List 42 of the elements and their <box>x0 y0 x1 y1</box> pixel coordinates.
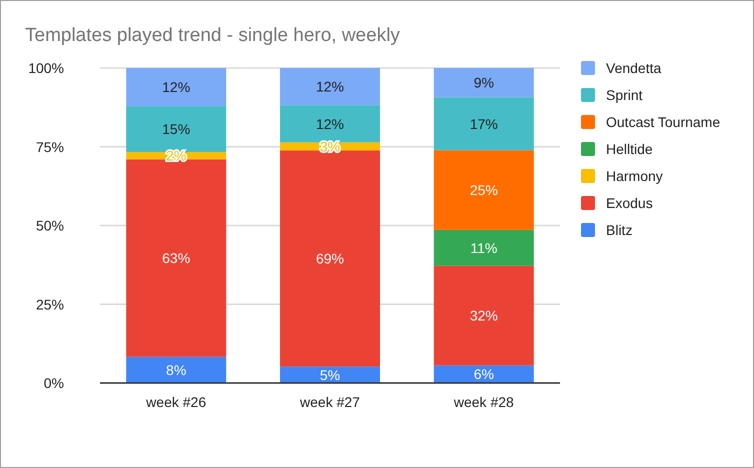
data-label: 25% <box>470 182 498 198</box>
data-label: 32% <box>470 308 498 324</box>
y-tick-label: 100% <box>28 60 64 76</box>
legend-label: Sprint <box>606 87 643 103</box>
data-label: 11% <box>470 240 498 256</box>
bar <box>126 356 226 383</box>
x-tick-label: week #26 <box>145 394 206 410</box>
data-label: 15% <box>162 121 190 138</box>
data-label: 69% <box>316 250 344 267</box>
legend-label: Vendetta <box>606 60 662 76</box>
bar <box>280 366 380 383</box>
y-tick-label: 50% <box>36 218 64 234</box>
bar <box>434 230 534 266</box>
legend-label: Helltide <box>606 141 653 157</box>
legend-label: Blitz <box>606 222 632 238</box>
data-label: 2% <box>166 148 186 164</box>
bar <box>434 68 534 98</box>
y-tick-label: 0% <box>44 375 64 391</box>
legend-label: Exodus <box>606 195 653 211</box>
legend-label: Outcast Tourname <box>606 114 720 130</box>
y-tick-label: 25% <box>36 296 64 312</box>
bar <box>126 68 226 106</box>
data-label: 6% <box>474 366 494 382</box>
legend-label: Harmony <box>606 168 663 184</box>
data-label: 12% <box>162 79 190 96</box>
x-tick-label: week #27 <box>299 394 360 410</box>
bar <box>280 68 380 106</box>
data-label: 63% <box>162 250 190 266</box>
x-tick-label: week #28 <box>452 394 514 410</box>
data-label: 8% <box>166 362 186 378</box>
bar <box>434 97 534 150</box>
data-label: 3% <box>320 138 340 154</box>
data-label: 9% <box>474 74 494 91</box>
data-label: 17% <box>470 116 498 132</box>
y-tick-label: 75% <box>36 138 64 155</box>
chart-title: Templates played trend - single hero, weekly <box>25 25 400 46</box>
data-label: 5% <box>320 366 340 383</box>
bar <box>434 365 534 383</box>
bar <box>434 266 534 366</box>
data-label: 12% <box>316 78 344 95</box>
bar <box>434 150 534 230</box>
data-label: 12% <box>316 116 344 132</box>
